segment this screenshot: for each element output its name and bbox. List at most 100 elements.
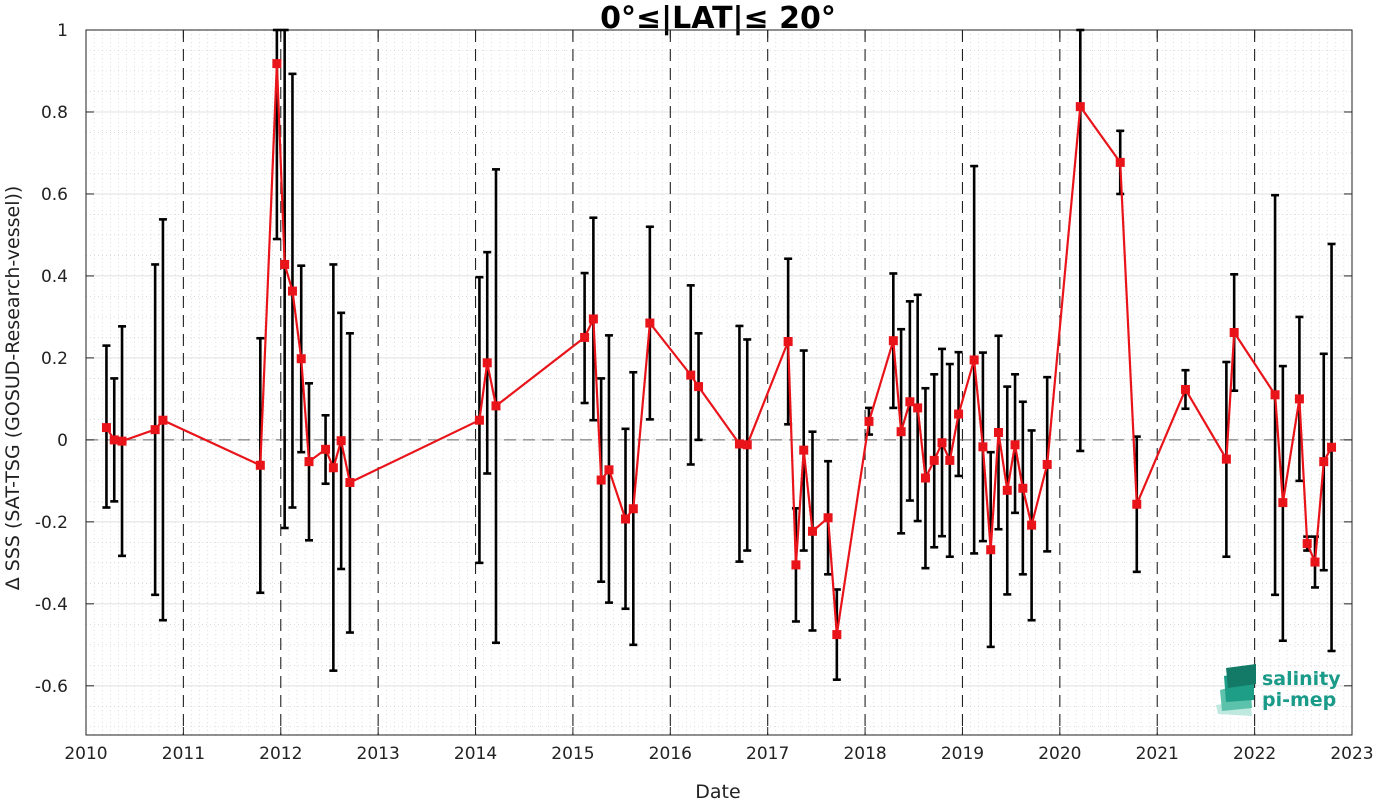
data-point [1319, 457, 1329, 467]
data-point [491, 401, 501, 411]
x-tick-label: 2021 [1136, 744, 1179, 764]
data-point [1042, 459, 1052, 469]
axis-ticks [85, 29, 1353, 735]
data-point [832, 630, 842, 640]
data-point [150, 425, 160, 435]
data-point [905, 397, 915, 407]
data-point [1278, 498, 1288, 508]
data-point [929, 455, 939, 465]
data-point [255, 460, 265, 470]
data-point [109, 435, 119, 445]
data-point [645, 318, 655, 328]
data-point [1075, 102, 1085, 112]
data-point [1229, 327, 1239, 337]
data-point [117, 436, 127, 446]
data-point [474, 415, 484, 425]
data-point [896, 427, 906, 437]
data-point [296, 354, 306, 364]
y-axis-label: Δ SSS (SAT-TSG (GOSUD-Research-vessel)) [2, 186, 24, 591]
data-point [954, 409, 964, 419]
data-point [482, 358, 492, 368]
y-tick-label: 0.8 [41, 103, 68, 123]
x-tick-label: 2019 [941, 744, 984, 764]
data-point [1002, 485, 1012, 495]
data-point [742, 440, 752, 450]
data-point [287, 286, 297, 296]
data-point [1018, 483, 1028, 493]
data-point [588, 314, 598, 324]
data-point [694, 382, 704, 392]
data-point [986, 545, 996, 555]
data-point [321, 444, 331, 454]
data-point [336, 436, 346, 446]
data-point [1132, 499, 1142, 509]
data-point [1027, 520, 1037, 530]
y-tick-label: 0.4 [41, 267, 68, 287]
data-point [978, 442, 988, 452]
x-tick-label: 2017 [746, 744, 789, 764]
x-tick-label: 2023 [1330, 744, 1373, 764]
data-point [272, 59, 282, 69]
logo-text-pi-mep: pi-mep [1262, 689, 1336, 711]
data-point [783, 337, 793, 347]
data-point [734, 439, 744, 449]
data-point [913, 403, 923, 413]
data-point [1302, 539, 1312, 549]
data-markers [101, 59, 1337, 640]
y-tick-labels: 1 0.8 0.6 0.4 0.2 0 -0.2 -0.4 -0.6 [35, 21, 68, 697]
data-point [101, 423, 111, 433]
data-point [969, 355, 979, 365]
data-point [888, 336, 898, 346]
logo-text-salinity: salinity [1262, 668, 1341, 690]
series-line [105, 63, 1333, 635]
data-point [280, 259, 290, 269]
y-tick-label: -0.4 [35, 595, 68, 615]
data-point [1270, 390, 1280, 400]
data-point [864, 416, 874, 426]
x-tick-labels: 2010 2011 2012 2013 2014 2015 2016 2017 2018 2019… [64, 744, 1373, 764]
x-tick-label: 2016 [649, 744, 692, 764]
error-bar [1076, 28, 1085, 453]
data-point [621, 514, 631, 524]
data-point [1010, 440, 1020, 450]
data-point [993, 428, 1003, 438]
data-point [1221, 454, 1231, 464]
data-point [604, 465, 614, 475]
x-tick-label: 2020 [1038, 744, 1081, 764]
data-point [1327, 442, 1337, 452]
x-tick-label: 2011 [162, 744, 205, 764]
data-point [628, 504, 638, 514]
data-point [791, 560, 801, 570]
x-tick-label: 2014 [454, 744, 497, 764]
error-bar [280, 28, 289, 530]
data-point [158, 415, 168, 425]
data-point [920, 473, 930, 483]
y-tick-label: 0 [57, 431, 68, 451]
data-point [1180, 384, 1190, 394]
data-point [345, 478, 355, 488]
data-point [937, 438, 947, 448]
y-tick-label: -0.2 [35, 513, 68, 533]
data-point [1310, 557, 1320, 567]
logo-wave-icon [1216, 664, 1256, 716]
data-point [596, 475, 606, 485]
data-point [580, 332, 590, 342]
x-tick-label: 2022 [1233, 744, 1276, 764]
y-tick-label: 0.2 [41, 349, 68, 369]
data-point [686, 370, 696, 380]
x-tick-label: 2012 [259, 744, 302, 764]
data-point [304, 457, 314, 467]
x-tick-label: 2010 [64, 744, 107, 764]
data-point [823, 513, 833, 523]
x-tick-label: 2015 [551, 744, 594, 764]
data-point [945, 455, 955, 465]
y-tick-label: 1 [57, 21, 68, 41]
data-point [328, 463, 338, 473]
data-point [807, 526, 817, 536]
data-point [799, 445, 809, 455]
data-point [1115, 157, 1125, 167]
salinity-pi-mep-logo: salinity pi-mep [1216, 664, 1341, 716]
plot-area [85, 29, 1353, 736]
x-tick-label: 2018 [843, 744, 886, 764]
